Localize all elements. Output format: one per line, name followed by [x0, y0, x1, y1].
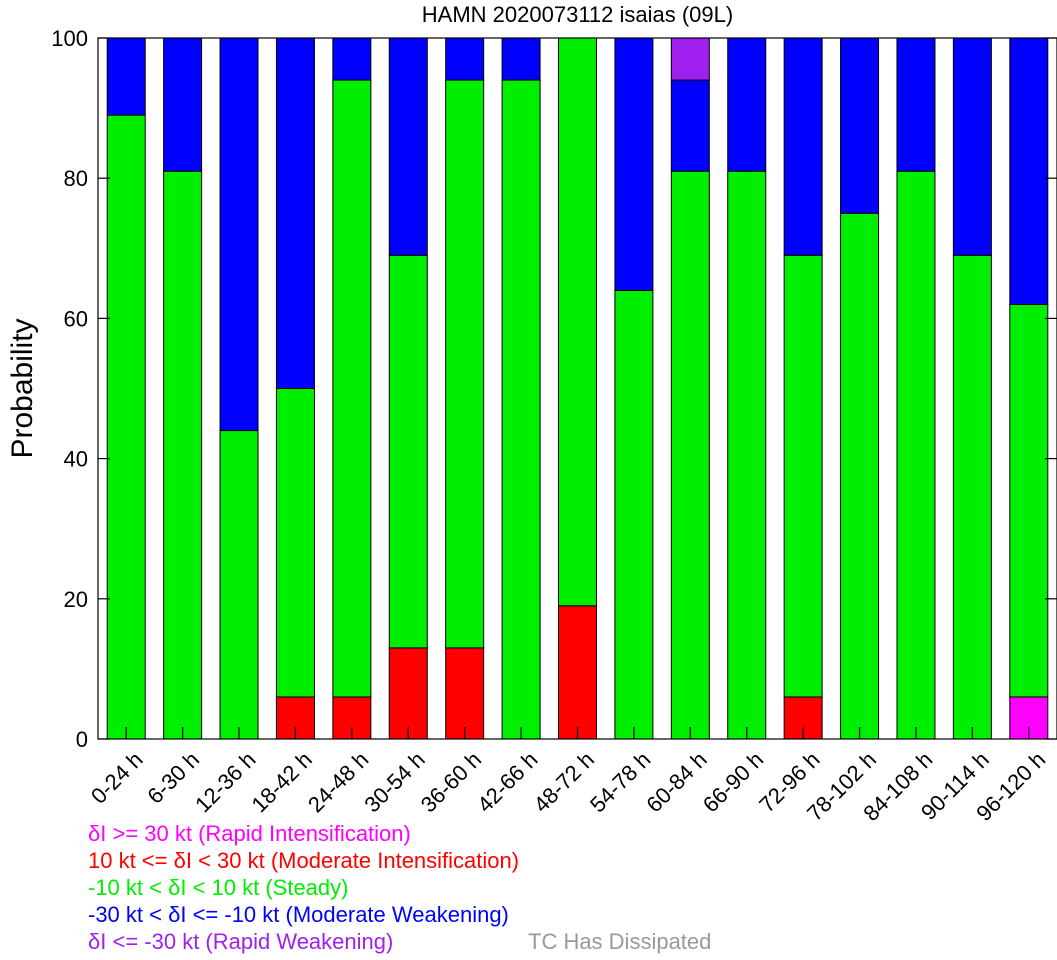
bar-segment [388, 647, 428, 740]
bars [106, 37, 1049, 740]
x-tick-label: 12-36 h [190, 747, 260, 817]
bar-segment [275, 37, 315, 389]
bar-segment [106, 37, 146, 116]
bar-segment [614, 289, 654, 740]
x-tick-label: 30-54 h [359, 747, 429, 817]
bar-segment [952, 37, 992, 256]
bar-segment [952, 254, 992, 740]
y-axis-label: Probability [6, 318, 39, 458]
bar-segment [614, 37, 654, 291]
legend-moderate-weakening: -30 kt < δI <= -10 kt (Moderate Weakenin… [88, 902, 509, 927]
bar-segment [783, 254, 823, 698]
bar-segment [670, 37, 710, 81]
x-tick-label: 36-60 h [416, 747, 486, 817]
bar-segment [388, 37, 428, 256]
bar-segment [332, 79, 372, 698]
bar-segment [501, 79, 541, 740]
x-tick-label: 42-66 h [472, 747, 542, 817]
bar-segment [670, 79, 710, 172]
bar-segment [727, 170, 767, 740]
x-tick-label: 54-78 h [585, 747, 655, 817]
y-tick-label: 80 [64, 166, 88, 191]
bar-segment [558, 37, 597, 607]
x-tick-label: 60-84 h [641, 747, 711, 817]
x-tick-label: 0-24 h [86, 747, 148, 809]
bar-segment [840, 37, 880, 214]
bar-segment [783, 37, 823, 256]
bar-segment [727, 37, 767, 172]
bar-segment [896, 170, 936, 740]
bar-segment [106, 114, 146, 740]
bar-segment [670, 170, 710, 740]
bar-segment [1009, 303, 1049, 698]
legend-steady: -10 kt < δI < 10 kt (Steady) [88, 875, 349, 900]
bar-segment [332, 37, 372, 81]
legend-tc-dissipated: TC Has Dissipated [528, 929, 712, 954]
x-tick-label: 18-42 h [247, 747, 317, 817]
bar-segment [219, 37, 259, 432]
bar-segment [445, 79, 485, 649]
bar-segment [1009, 37, 1049, 305]
bar-segment [501, 37, 541, 81]
bar-segment [275, 388, 315, 698]
bar-segment [163, 37, 203, 172]
y-tick-label: 60 [64, 306, 88, 331]
bar-segment [558, 605, 597, 740]
bar-segment [219, 430, 259, 740]
bar-segment [445, 647, 485, 740]
bar-segment [445, 37, 485, 81]
legend-rapid-intensification: δI >= 30 kt (Rapid Intensification) [88, 821, 411, 846]
bar-segment [163, 170, 203, 740]
chart-title: HAMN 2020073112 isaias (09L) [422, 2, 733, 27]
y-tick-label: 40 [64, 447, 88, 472]
bar-segment [840, 212, 880, 740]
bar-segment [896, 37, 936, 172]
bar-segment [388, 254, 428, 649]
y-tick-label: 20 [64, 587, 88, 612]
x-tick-label: 66-90 h [698, 747, 768, 817]
x-tick-label: 24-48 h [303, 747, 373, 817]
legend-rapid-weakening: δI <= -30 kt (Rapid Weakening) [88, 929, 394, 954]
y-tick-label: 0 [76, 727, 88, 752]
x-tick-label: 48-72 h [529, 747, 599, 817]
y-tick-label: 100 [51, 26, 88, 51]
legend-moderate-intensification: 10 kt <= δI < 30 kt (Moderate Intensific… [88, 848, 520, 873]
